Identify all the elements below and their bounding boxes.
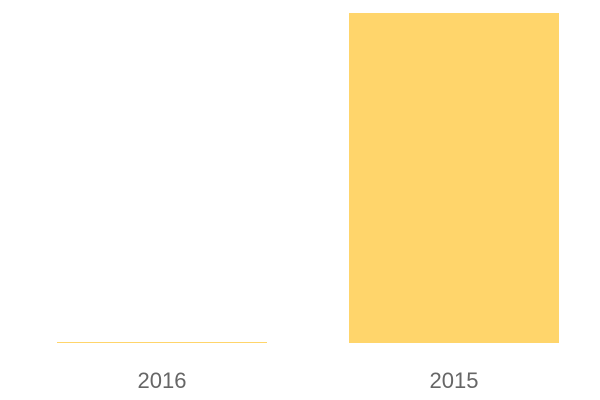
bar-2015 — [349, 13, 559, 343]
bar-2016 — [57, 342, 267, 343]
x-tick-label: 2015 — [430, 368, 479, 393]
x-tick-label: 2016 — [138, 368, 187, 393]
